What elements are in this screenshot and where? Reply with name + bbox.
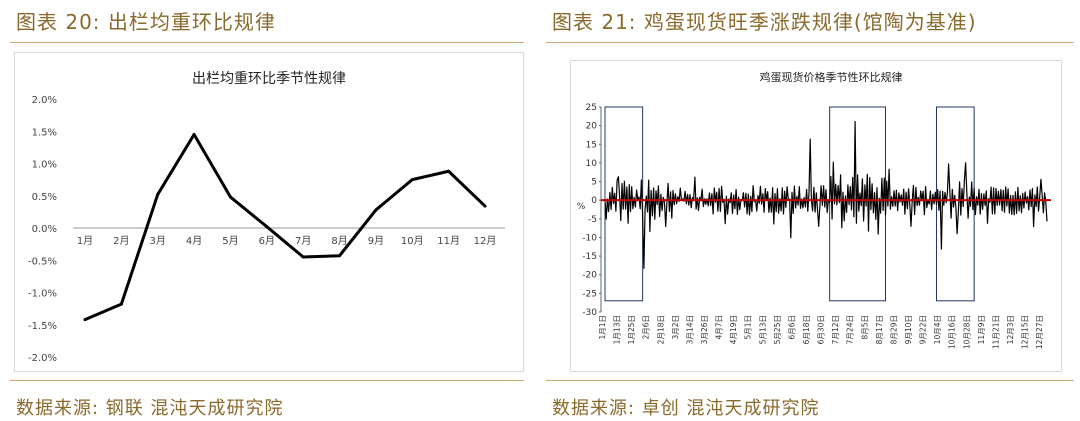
left-figure-title: 图表 20: 出栏均重环比规律 xyxy=(16,10,276,34)
right-y-tick-label: -20 xyxy=(582,271,597,281)
right-y-tick-label: 0 xyxy=(591,196,597,206)
left-data-point xyxy=(265,225,269,229)
right-x-tick-label: 8月17日 xyxy=(875,315,884,344)
right-x-tick-label: 1月1日 xyxy=(598,315,607,340)
left-x-tick-label: 9月 xyxy=(368,235,384,247)
right-x-tick-label: 6月30日 xyxy=(817,315,826,344)
left-x-tick-label: 11月 xyxy=(437,235,460,247)
right-y-tick-label: 15 xyxy=(586,140,597,150)
right-y-tick-label: -15 xyxy=(582,252,597,262)
left-x-tick-label: 3月 xyxy=(150,235,166,247)
left-y-tick-label: 1.0% xyxy=(32,160,57,171)
right-y-tick-label: -30 xyxy=(582,308,597,318)
right-x-axis: 1月1日 1月13日 1月25日 2月6日 2月18日 3月2日 3月14日 3月26日 4月7… xyxy=(598,315,1044,349)
left-x-tick-label: 12月 xyxy=(474,235,497,247)
right-x-tick-label: 2月6日 xyxy=(642,315,651,340)
right-x-tick-label: 10月4日 xyxy=(933,315,942,344)
right-x-tick-label: 3月2日 xyxy=(671,315,680,340)
left-x-tick-label: 5月 xyxy=(222,235,238,247)
right-y-tick-label: -10 xyxy=(582,233,597,243)
right-x-tick-label: 12月15日 xyxy=(1021,315,1030,349)
right-y-tick-label: 25 xyxy=(586,103,597,113)
left-y-tick-label: -1.0% xyxy=(28,289,57,300)
right-x-tick-label: 1月25日 xyxy=(627,315,636,344)
left-data-point xyxy=(338,254,342,258)
left-source: 数据来源: 钢联 混沌天成研究院 xyxy=(16,398,284,419)
left-data-point xyxy=(156,192,160,196)
right-source: 数据来源: 卓创 混沌天成研究院 xyxy=(552,398,820,419)
left-x-tick-label: 2月 xyxy=(113,235,129,247)
left-x-tick-label: 4月 xyxy=(186,235,202,247)
right-x-tick-label: 8月5日 xyxy=(860,315,869,340)
left-y-axis: 2.0% 1.5% 1.0% 0.5% 0.0% -0.5% -1.0% -1.5% -2.0% xyxy=(28,95,57,364)
left-data-point xyxy=(192,132,196,136)
right-x-tick-label: 3月26日 xyxy=(700,315,709,344)
right-top-rule xyxy=(546,42,1074,43)
right-x-tick-label: 1月13日 xyxy=(613,315,622,344)
left-top-rule xyxy=(10,42,524,43)
left-x-tick-label: 1月 xyxy=(77,235,93,247)
right-y-tick-label: 5 xyxy=(591,178,597,188)
left-y-tick-label: 0.0% xyxy=(32,224,57,235)
right-x-tick-label: 12月27日 xyxy=(1035,315,1044,349)
right-x-tick-label: 10月16日 xyxy=(948,315,957,349)
left-series-line xyxy=(84,132,487,321)
left-data-point xyxy=(228,195,232,199)
right-y-tick-label: 10 xyxy=(586,159,598,169)
left-data-point xyxy=(301,255,305,259)
left-series-points xyxy=(83,132,487,322)
left-y-tick-label: -1.5% xyxy=(28,321,57,332)
left-chart-svg: 出栏均重环比季节性规律 2.0% 1.5% 1.0% 0.5% 0.0% -0.5% -1.… xyxy=(28,71,505,364)
left-data-point xyxy=(447,169,451,173)
left-data-point xyxy=(483,204,487,208)
left-chart-panel: 出栏均重环比季节性规律 2.0% 1.5% 1.0% 0.5% 0.0% -0.5% -1.… xyxy=(14,52,524,372)
left-bottom-rule xyxy=(10,380,524,381)
left-data-point xyxy=(410,178,414,182)
left-x-tick-label: 8月 xyxy=(331,235,347,247)
left-x-tick-label: 6月 xyxy=(259,235,275,247)
right-x-tick-label: 11月9日 xyxy=(977,315,986,344)
left-y-tick-label: -2.0% xyxy=(28,353,57,364)
right-chart-svg: 鸡蛋现货价格季节性环比规律 % 25 20 15 10 5 0 -5 -10 -15 -20 -25… xyxy=(577,70,1051,349)
right-x-tick-label: 9月10日 xyxy=(904,315,913,344)
right-x-tick-label: 7月12日 xyxy=(831,315,840,344)
right-bottom-rule xyxy=(546,380,1074,381)
right-x-tick-label: 4月7日 xyxy=(715,315,724,340)
right-x-tick-label: 6月6日 xyxy=(787,315,796,340)
left-x-axis: 1月 2月 3月 4月 5月 6月 7月 8月 9月 10月 11月 12月 xyxy=(77,235,497,247)
left-y-tick-label: 2.0% xyxy=(32,95,57,106)
right-x-tick-label: 7月24日 xyxy=(846,315,855,344)
right-y-tick-label: -5 xyxy=(588,215,597,225)
left-y-tick-label: 0.5% xyxy=(32,192,57,203)
right-x-tick-label: 5月1日 xyxy=(744,315,753,340)
right-x-tick-label: 10月28日 xyxy=(962,315,971,349)
right-x-tick-label: 11月21日 xyxy=(991,315,1000,349)
left-x-tick-label: 7月 xyxy=(295,235,311,247)
right-x-tick-label: 12月3日 xyxy=(1006,315,1015,344)
right-figure-title: 图表 21: 鸡蛋现货旺季涨跌规律(馆陶为基准) xyxy=(552,10,977,34)
left-chart-title: 出栏均重环比季节性规律 xyxy=(192,71,346,87)
right-y-axis: 25 20 15 10 5 0 -5 -10 -15 -20 -25 -30 xyxy=(582,103,601,318)
right-x-tick-label: 8月29日 xyxy=(889,315,898,344)
right-x-tick-label: 6月18日 xyxy=(802,315,811,344)
left-data-point xyxy=(83,318,87,322)
right-series-line xyxy=(604,120,1048,269)
left-y-tick-label: -0.5% xyxy=(28,256,57,267)
right-y-tick-label: 20 xyxy=(586,122,598,132)
right-x-tick-label: 9月22日 xyxy=(919,315,928,344)
left-y-tick-label: 1.5% xyxy=(32,127,57,138)
right-x-tick-label: 3月14日 xyxy=(685,315,694,344)
left-data-point xyxy=(119,302,123,306)
right-x-tick-label: 5月13日 xyxy=(758,315,767,344)
right-chart-title: 鸡蛋现货价格季节性环比规律 xyxy=(760,70,903,84)
right-y-tick-label: -25 xyxy=(582,289,597,299)
right-chart-panel: 鸡蛋现货价格季节性环比规律 % 25 20 15 10 5 0 -5 -10 -15 -20 -25… xyxy=(570,60,1062,372)
left-data-point xyxy=(374,208,378,212)
left-x-tick-label: 10月 xyxy=(401,235,424,247)
right-y-axis-label: % xyxy=(577,202,586,212)
right-x-tick-label: 2月18日 xyxy=(656,315,665,344)
right-x-tick-label: 5月25日 xyxy=(773,315,782,344)
right-x-tick-label: 4月19日 xyxy=(729,315,738,344)
